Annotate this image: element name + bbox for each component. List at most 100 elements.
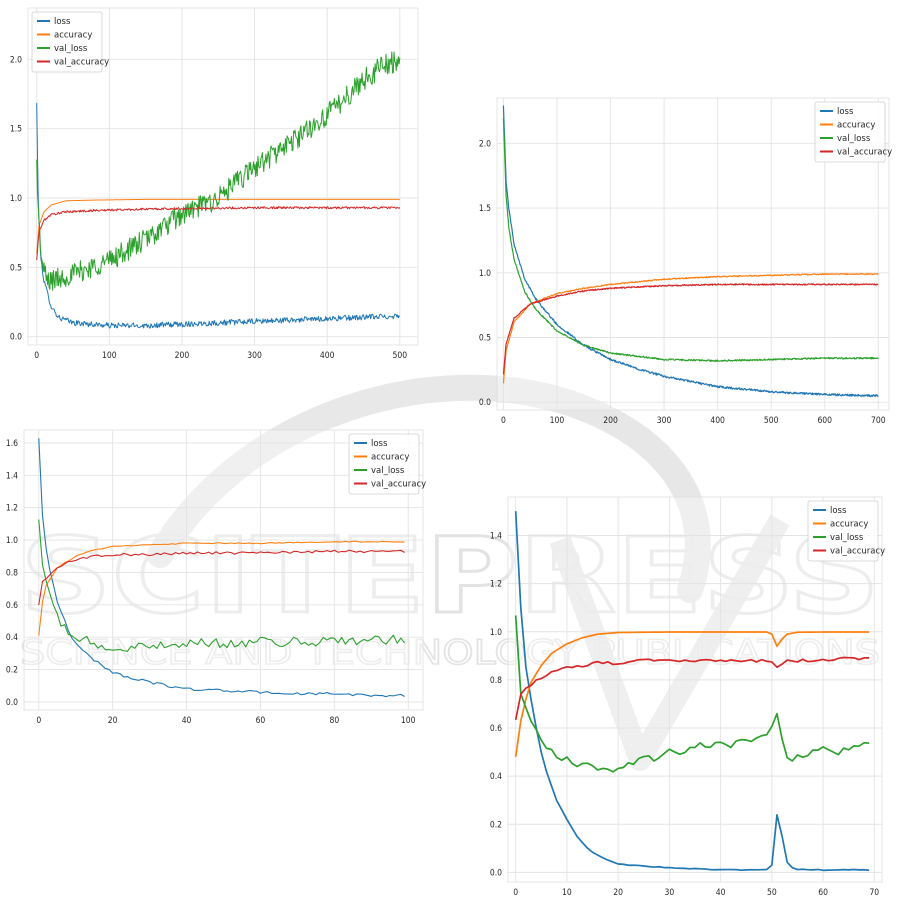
x-tick-label: 100	[102, 351, 117, 361]
legend-label: accuracy	[54, 31, 92, 41]
y-tick-label: 0.0	[479, 398, 491, 408]
series-line-val-loss	[514, 615, 870, 773]
legend-label: val_loss	[830, 533, 864, 543]
plot-area	[27, 7, 419, 346]
series-line-val-accuracy	[514, 656, 870, 720]
legend: loss accuracy val_loss val_accuracy	[807, 500, 885, 562]
legend: loss accuracy val_loss val_accuracy	[348, 433, 426, 495]
y-tick-label: 1.0	[10, 194, 22, 204]
y-tick-label: 2.0	[479, 139, 491, 149]
x-tick-label: 40	[716, 888, 726, 898]
x-tick-label: 0	[513, 888, 518, 898]
x-tick-label: 20	[108, 716, 118, 726]
y-tick-label: 0.4	[6, 633, 18, 643]
x-tick-label: 60	[818, 888, 828, 898]
x-tick-label: 60	[256, 716, 266, 726]
legend-label: val_accuracy	[830, 547, 885, 557]
series-line-accuracy	[38, 540, 405, 636]
y-tick-label: 0.5	[10, 263, 22, 273]
y-tick-label: 1.0	[6, 536, 18, 546]
x-tick-label: 300	[657, 416, 672, 426]
x-tick-label: 0	[34, 351, 39, 361]
series-line-val-accuracy	[36, 206, 401, 261]
y-tick-label: 1.4	[490, 532, 502, 542]
x-tick-label: 100	[401, 716, 416, 726]
x-tick-label: 0	[501, 416, 506, 426]
series-line-loss	[514, 511, 870, 872]
x-tick-label: 20	[613, 888, 623, 898]
x-tick-label: 300	[247, 351, 262, 361]
legend-box	[814, 101, 886, 163]
legend-box	[807, 500, 879, 562]
legend-label: val_accuracy	[371, 480, 426, 490]
series-line-loss	[36, 102, 401, 329]
legend: loss accuracy val_loss val_accuracy	[814, 101, 892, 163]
x-tick-label: 70	[869, 888, 879, 898]
x-tick-label: 0	[36, 716, 41, 726]
x-tick-label: 400	[320, 351, 335, 361]
x-tick-label: 10	[562, 888, 572, 898]
y-tick-label: 1.2	[6, 504, 18, 514]
x-tick-label: 500	[393, 351, 408, 361]
x-tick-label: 200	[175, 351, 190, 361]
series-line-accuracy	[502, 272, 879, 384]
y-tick-label: 1.5	[479, 204, 491, 214]
y-tick-label: 0.8	[6, 568, 18, 578]
legend-label: val_loss	[837, 134, 871, 144]
series-line-val-loss	[502, 118, 879, 363]
y-tick-label: 0.4	[490, 772, 502, 782]
x-tick-label: 100	[550, 416, 565, 426]
x-tick-label: 40	[182, 716, 192, 726]
y-tick-label: 0.5	[479, 334, 491, 344]
x-tick-label: 80	[329, 716, 339, 726]
y-tick-label: 2.0	[10, 55, 22, 65]
series-line-val-accuracy	[38, 549, 405, 605]
y-tick-label: 0.2	[6, 666, 18, 676]
series-line-loss	[502, 105, 879, 398]
legend-label: val_accuracy	[54, 58, 109, 68]
y-tick-label: 1.5	[10, 125, 22, 135]
x-tick-label: 30	[665, 888, 675, 898]
legend-label: loss	[837, 107, 854, 117]
series-line-val-loss	[38, 519, 405, 652]
y-tick-label: 1.6	[6, 439, 18, 449]
x-tick-label: 200	[603, 416, 618, 426]
legend-label: val_accuracy	[837, 148, 892, 158]
legend-label: val_loss	[371, 466, 405, 476]
y-tick-label: 0.0	[6, 698, 18, 708]
series-line-loss	[38, 438, 405, 698]
legend-label: loss	[371, 439, 388, 449]
y-tick-label: 0.2	[490, 820, 502, 830]
y-tick-label: 1.2	[490, 580, 502, 590]
series-line-accuracy	[36, 198, 400, 254]
series-line-val-accuracy	[502, 283, 879, 375]
y-tick-label: 0.6	[490, 724, 502, 734]
legend-label: accuracy	[371, 453, 409, 463]
y-tick-label: 0.0	[10, 333, 22, 343]
y-tick-label: 1.4	[6, 471, 18, 481]
x-tick-label: 50	[767, 888, 777, 898]
series-line-val-loss	[36, 51, 401, 291]
legend-label: loss	[54, 17, 71, 27]
y-tick-label: 0.6	[6, 601, 18, 611]
x-tick-label: 500	[764, 416, 779, 426]
legend-label: accuracy	[830, 520, 868, 530]
y-tick-label: 1.0	[479, 269, 491, 279]
y-tick-label: 0.0	[490, 868, 502, 878]
y-tick-label: 1.0	[490, 628, 502, 638]
legend-label: loss	[830, 506, 847, 516]
series-line-accuracy	[514, 631, 870, 757]
legend-label: val_loss	[54, 44, 88, 54]
y-tick-label: 0.8	[490, 676, 502, 686]
legend-box	[31, 11, 103, 73]
x-tick-label: 600	[817, 416, 832, 426]
x-tick-label: 400	[710, 416, 725, 426]
legend: loss accuracy val_loss val_accuracy	[31, 11, 109, 73]
legend-box	[348, 433, 420, 495]
x-tick-label: 700	[871, 416, 886, 426]
legend-label: accuracy	[837, 121, 875, 131]
